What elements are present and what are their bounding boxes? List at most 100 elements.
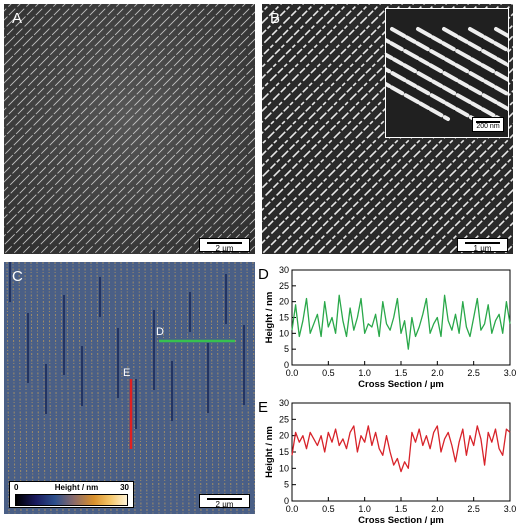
nanowire-line — [183, 182, 255, 254]
nanowire-line — [4, 4, 129, 129]
nanowire-line — [262, 4, 371, 113]
nanowire-line — [192, 191, 255, 254]
y-tick-label: 10 — [279, 328, 289, 338]
nanowire-line — [4, 4, 120, 120]
nanowire-line — [4, 4, 174, 174]
nanowire-line — [392, 133, 513, 254]
y-tick-label: 20 — [279, 297, 289, 307]
line-e-label: E — [123, 367, 131, 379]
y-tick-label: 10 — [279, 463, 289, 473]
nanowire-line — [425, 166, 513, 254]
y-tick-label: 25 — [279, 281, 289, 291]
y-tick-label: 5 — [284, 480, 289, 490]
nanowire-line — [4, 4, 219, 219]
x-tick-label: 3.0 — [504, 504, 517, 514]
nanowire-line — [262, 4, 404, 146]
y-axis-label: Height / nm — [264, 292, 275, 344]
nanowire-line — [4, 4, 75, 75]
panel-e-chart: E 0.0 0.5 1.0 1.5 2.0 2.5 3.0 0 5 10 15 20 25 30 Cross… — [256, 393, 517, 529]
inset-nanowire — [386, 67, 476, 121]
y-tick-label: 5 — [284, 344, 289, 354]
colorbar-min-label: 0 — [14, 483, 19, 492]
scale-bar-c: 2 µm — [199, 494, 250, 509]
nanowire-line — [201, 200, 255, 254]
panel-a-sem-image: A 2 µm — [4, 4, 255, 254]
x-tick-label: 1.5 — [395, 504, 408, 514]
panel-letter-d: D — [258, 266, 269, 283]
nanowire-line — [262, 4, 393, 135]
nanowire-line — [262, 4, 316, 58]
x-tick-label: 0.0 — [286, 504, 299, 514]
nanowire-line — [4, 4, 165, 165]
scale-bar-line — [465, 242, 500, 244]
panel-letter-e: E — [258, 399, 269, 416]
nanowire-line — [262, 4, 415, 157]
nanowire-line — [66, 65, 255, 254]
nanowire-line — [75, 74, 255, 254]
sem-image-a — [4, 4, 255, 254]
scale-bar-line — [207, 498, 242, 500]
plot-frame — [291, 269, 511, 366]
y-tick-label: 30 — [279, 398, 289, 408]
nanowire-line — [210, 209, 255, 254]
nanowire-line — [84, 83, 255, 254]
nanowire-line — [4, 4, 183, 183]
scale-bar-label: 2 µm — [215, 244, 234, 253]
inset-nanowire — [442, 27, 508, 68]
nanowire-line — [262, 4, 327, 69]
x-tick-label: 2.0 — [431, 504, 444, 514]
scale-bar-a: 2 µm — [199, 238, 250, 253]
panel-letter-b: B — [270, 10, 281, 27]
x-tick-label: 0.5 — [322, 368, 335, 378]
nanowire-line — [48, 47, 255, 254]
x-tick-label: 3.0 — [504, 368, 517, 378]
y-tick-label: 20 — [279, 431, 289, 441]
nanowire-line — [4, 4, 228, 228]
colorbar-max-label: 30 — [120, 483, 129, 492]
nanowire-line — [4, 4, 84, 84]
nanowire-line — [30, 29, 255, 254]
nanowire-line — [4, 4, 237, 237]
inset-nanowire — [468, 27, 508, 53]
line-d-label: D — [156, 326, 164, 338]
inset-nanowires — [386, 9, 508, 137]
panel-c-afm-image: C D E 0 Height / nm 30 2 µm — [4, 262, 255, 514]
nanowire-line — [57, 56, 255, 254]
profile-series-line — [291, 425, 511, 473]
nanowire-line — [120, 119, 255, 254]
nanowire-line — [174, 173, 255, 254]
nanowire-line — [403, 144, 513, 254]
nanowire-line — [447, 188, 513, 254]
y-tick-label: 0 — [284, 496, 289, 506]
x-tick-label: 2.5 — [467, 504, 480, 514]
y-tick-label: 0 — [284, 360, 289, 370]
nanowire-line — [138, 137, 255, 254]
nanowire-line — [436, 177, 513, 254]
profile-chart-e: 0.0 0.5 1.0 1.5 2.0 2.5 3.0 0 5 10 15 20 25 30 Cross S… — [264, 398, 517, 526]
nanowire-line — [4, 4, 93, 93]
profile-chart-d: 0.0 0.5 1.0 1.5 2.0 2.5 3.0 0 5 10 15 20 25 30 Cross S… — [264, 265, 517, 390]
scale-bar-label: 1 µm — [473, 244, 492, 253]
nanowire-line — [111, 110, 255, 254]
nanowire-line — [262, 4, 360, 102]
x-axis-label: Cross Section / µm — [358, 379, 444, 390]
nanowire-line — [458, 199, 513, 254]
colorbar-title: Height / nm — [54, 483, 99, 492]
nanowire-line — [156, 155, 255, 254]
x-axis-label: Cross Section / µm — [358, 515, 444, 526]
x-tick-label: 1.0 — [358, 504, 371, 514]
scale-bar-line — [207, 242, 242, 244]
y-tick-label: 30 — [279, 265, 289, 275]
nanowire-line — [4, 4, 201, 201]
x-tick-label: 1.0 — [358, 368, 371, 378]
nanowire-line — [21, 20, 255, 254]
nanowire-line — [4, 4, 138, 138]
x-tick-label: 2.5 — [467, 368, 480, 378]
nanowire-line — [147, 146, 255, 254]
nanowire-line — [414, 155, 513, 254]
scale-bar-label: 2 µm — [215, 500, 234, 509]
nanowire-line — [4, 4, 192, 192]
nanowire-line — [262, 4, 382, 124]
nanowire-line — [4, 4, 66, 66]
nanowire-line — [4, 4, 210, 210]
